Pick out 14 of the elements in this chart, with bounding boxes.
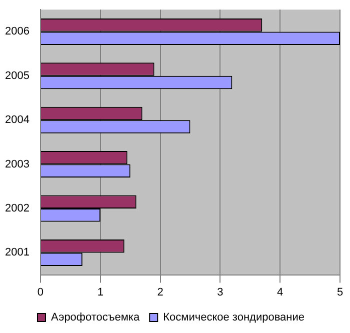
x-tick-label: 2 (157, 286, 164, 298)
y-tick-label: 2002 (4, 202, 30, 215)
legend-label: Космическое зондирование (163, 312, 305, 324)
y-tick-label: 2006 (4, 26, 30, 38)
x-tick-label: 0 (37, 286, 44, 298)
x-tick-label: 4 (277, 286, 284, 298)
x-tick-label: 5 (336, 286, 344, 298)
y-tick-label: 2001 (4, 246, 30, 259)
y-tick-label: 2003 (4, 158, 30, 170)
y-tick-label: 2005 (4, 70, 30, 82)
legend-label: Аэрофотосъемка (50, 312, 140, 324)
x-tick-label: 1 (97, 286, 104, 298)
x-tick-label: 3 (217, 286, 224, 298)
y-tick-label: 2004 (4, 114, 30, 126)
